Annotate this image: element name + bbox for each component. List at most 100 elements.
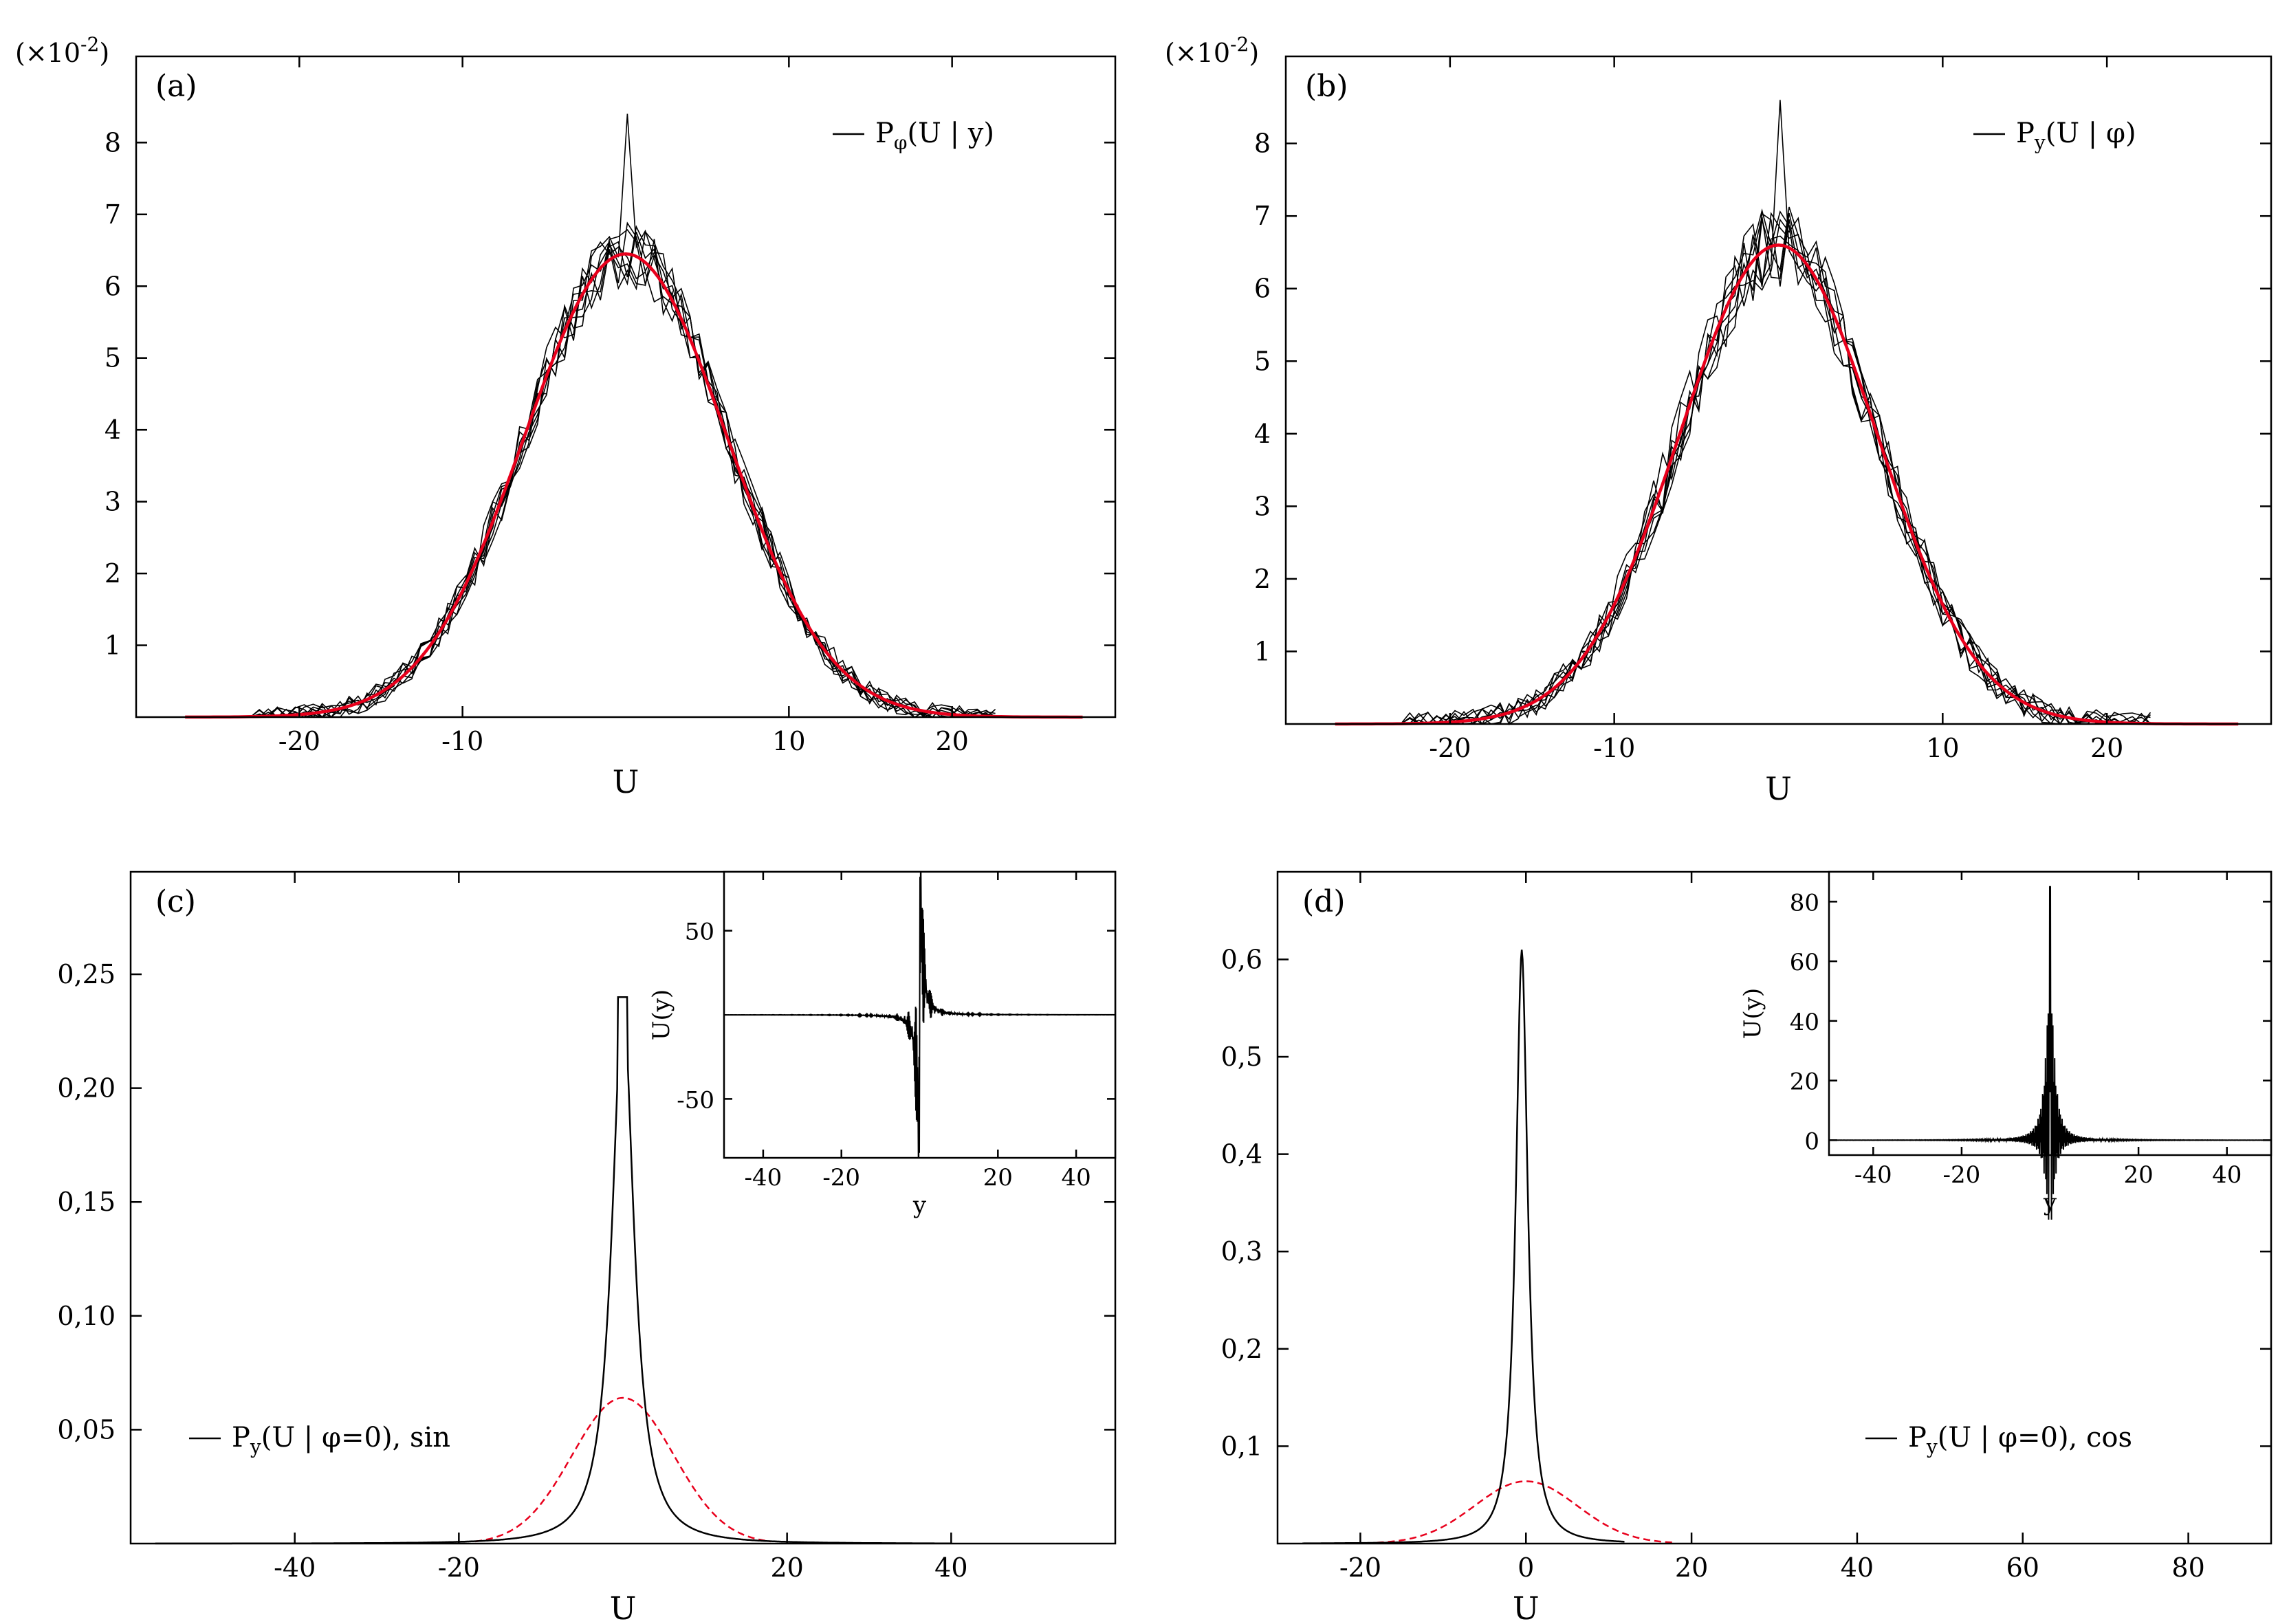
peak-distribution-curve [1302,950,1625,1544]
scale-label: (×10-2) [1165,33,1259,68]
panel-d: -20 0 20 40 60 80 0,1 0,2 0,3 0,4 0,5 0,6 (d) U Py(U |… [1221,870,2272,1624]
noisy-curve [250,113,996,718]
axis-ytick-label: 1 [105,630,121,661]
axis-ytick-label: 0,1 [1221,1431,1262,1461]
axis-xtick-label: 40 [934,1552,967,1583]
inset-x-axis-label: y [912,1192,927,1219]
axis-xtick-label: -20 [1339,1552,1381,1583]
axis-xtick-label: 0 [1518,1552,1534,1583]
legend-label: Py(U | φ) [2016,118,2136,154]
axis-ytick-label: 1 [1254,636,1271,666]
reference-gaussian-curve [475,1396,771,1543]
panel-b: -20 -10 10 20 1 2 3 4 5 6 7 8 (b) (×10-2) U Py(U | φ) [1165,33,2272,807]
axis-ytick-label: 0,10 [57,1301,116,1331]
gaussian-fit-curve [1335,243,2239,726]
axis-ytick-label: 6 [105,271,121,301]
axis-ytick-label: 0,4 [1221,1139,1262,1170]
x-axis-label: U [610,1590,637,1624]
inset-signal-curve [723,871,1116,1159]
axes-frame [1284,55,2272,725]
legend-label: Pφ(U | y) [875,118,994,154]
inset-ytick-label: 60 [1790,949,1819,976]
inset-ytick-label: 80 [1790,889,1819,917]
axis-ytick-label: 2 [105,558,121,589]
noisy-curve [1401,217,2151,725]
panel-label: (d) [1302,884,1346,919]
inset-d: -40 -20 20 40 0 20 40 60 80 y U(y) [1739,870,2272,1220]
axis-xtick-label: -10 [1593,733,1635,763]
noisy-curve [1401,206,2151,726]
axes-frame [129,870,1117,1545]
noisy-curve [250,241,996,718]
axis-xtick-label: 10 [1926,733,1959,763]
inset-ytick-label: -50 [677,1086,714,1114]
axis-ytick-label: 3 [105,487,121,517]
noisy-curve [1400,235,2151,725]
axis-ytick-label: 7 [1254,201,1271,231]
noisy-curve [250,231,996,718]
axes-frame [135,55,1117,718]
inset-ytick-label: 20 [1790,1068,1819,1096]
inset-ytick-label: 40 [1790,1009,1819,1036]
inset-xtick-label: -40 [745,1164,782,1192]
axis-ytick-label: 6 [1254,274,1271,304]
panel-c: -40 -20 20 40 0,05 0,10 0,15 0,20 0,25 (c) U Py(U |… [57,870,1117,1624]
gaussian-fit-curve [185,252,1083,719]
panel-label: (c) [155,884,196,919]
panel-a: -20 -10 10 20 1 2 3 4 5 6 7 8 (a) (×10-2) U Pφ(U | y) [15,33,1117,800]
axes-frame [1276,870,2272,1545]
inset-xtick-label: 20 [2123,1161,2153,1189]
noisy-curve [1401,208,2151,725]
axis-ytick-label: 3 [1254,491,1271,521]
axis-ytick-label: 8 [105,127,121,157]
axis-xtick-label: 20 [2090,733,2123,763]
axis-xtick-label: -10 [441,726,483,756]
axis-xtick-label: -20 [278,726,320,756]
axis-xtick-label: -20 [1429,733,1471,763]
axis-xtick-label: -40 [274,1552,316,1583]
noisy-curve [250,221,996,718]
axis-ytick-label: 0,05 [57,1414,116,1445]
noisy-curve [250,230,996,718]
axis-xtick-label: 20 [770,1552,803,1583]
axis-xtick-label: 10 [772,726,805,756]
noisy-curve [250,239,996,718]
inset-ytick-label: 0 [1804,1128,1819,1155]
x-axis-label: U [1765,770,1792,807]
inset-frame [723,870,1117,1159]
axis-ytick-label: 0,25 [57,959,116,989]
noisy-curve [1400,100,2151,725]
inset-xtick-label: -40 [1854,1161,1892,1189]
panel-label: (a) [155,69,197,104]
panel-label: (b) [1305,69,1348,104]
axis-ytick-label: 5 [105,343,121,373]
axis-ytick-label: 4 [105,415,121,445]
axis-ytick-label: 0,3 [1221,1236,1262,1266]
noisy-curve [1401,212,2151,725]
inset-xtick-label: -20 [1943,1161,1981,1189]
noisy-curve [250,228,996,718]
legend-label: Py(U | φ=0), sin [232,1422,450,1458]
inset-xtick-label: 40 [1061,1164,1091,1192]
noisy-curve [1400,212,2151,725]
x-axis-label: U [1513,1590,1540,1624]
axis-ytick-label: 2 [1254,564,1271,594]
noisy-curve [250,225,996,718]
axis-ytick-label: 5 [1254,346,1271,376]
axis-ytick-label: 0,20 [57,1073,116,1104]
scale-label: (×10-2) [15,33,109,68]
axis-xtick-label: 40 [1841,1552,1874,1583]
axis-ytick-label: 8 [1254,129,1271,159]
axis-xtick-label: 60 [2006,1552,2039,1583]
axis-xtick-label: 20 [1675,1552,1708,1583]
axis-xtick-label: 80 [2171,1552,2204,1583]
axis-xtick-label: -20 [438,1552,480,1583]
inset-signal-curve [1829,886,2271,1220]
inset-c: -40 -20 20 40 -50 50 y U(y) [648,870,1117,1219]
noisy-curve [1401,212,2151,725]
inset-ytick-label: 50 [685,919,714,946]
legend-label: Py(U | φ=0), cos [1908,1422,2132,1458]
axis-xtick-label: 20 [935,726,968,756]
x-axis-label: U [613,763,639,800]
